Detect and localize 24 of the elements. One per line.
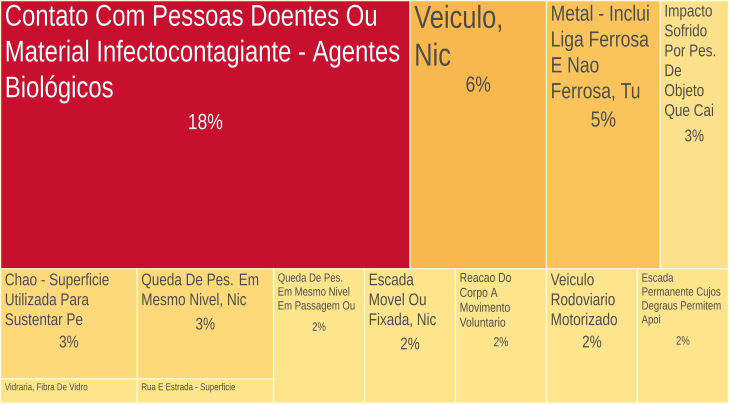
data-label: 2% bbox=[676, 336, 690, 345]
data-label: 3% bbox=[196, 318, 215, 330]
data-label: 2% bbox=[582, 336, 602, 348]
category-label: Metal - Inclui Liga Ferrosa E Nao Ferrosa, Tu bbox=[552, 5, 649, 102]
data-label: 2% bbox=[400, 338, 420, 350]
data-label: 5% bbox=[591, 112, 616, 128]
category-label: Queda De Pes. Em Mesmo Nivel, Nic bbox=[142, 273, 258, 308]
category-label: Contato Com Pessoas Doentes Ou Material Infectocontagiante - Agentes Biológicos bbox=[6, 5, 400, 104]
category-label: Veiculo, Nic bbox=[414, 5, 502, 66]
data-label: 3% bbox=[685, 130, 704, 142]
data-label: 6% bbox=[466, 76, 490, 92]
category-label: Reacao Do Corpo A Movimento Voluntario bbox=[460, 273, 511, 328]
category-label: Rua E Estrada - Superficie bbox=[142, 383, 236, 392]
data-label: 3% bbox=[60, 336, 78, 348]
category-label: Chao - Superficie Utilizada Para Sustentar Pe bbox=[5, 273, 109, 326]
category-label: Veiculo Rodoviario Motorizado bbox=[550, 273, 617, 326]
category-label: Escada Permanente Cujos Degraus Permitem Apoi bbox=[642, 273, 721, 326]
category-label: Queda De Pes. Em Mesmo Nivel Em Passagem Ou bbox=[278, 273, 355, 312]
data-label: 18% bbox=[189, 114, 222, 130]
category-label: Impacto Sofrido Por Pes. De Objeto Que Cai bbox=[664, 5, 715, 120]
data-label: 2% bbox=[494, 337, 508, 347]
category-label: Vidraria, Fibra De Vidro bbox=[4, 383, 88, 392]
data-label: 2% bbox=[312, 322, 326, 331]
category-label: Escada Movel Ou Fixada, Nic bbox=[370, 273, 436, 328]
